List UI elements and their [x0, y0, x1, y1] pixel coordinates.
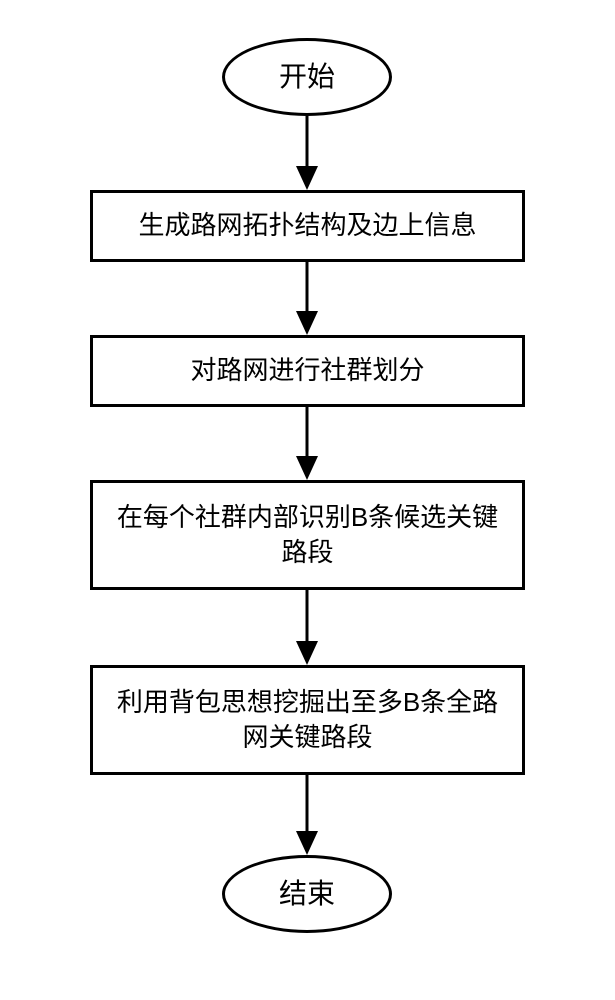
arrow-3 — [292, 590, 322, 665]
arrow-0 — [292, 116, 322, 190]
node-end-label: 结束 — [279, 875, 335, 913]
node-start-label: 开始 — [279, 58, 335, 96]
node-step1-label: 生成路网拓扑结构及边上信息 — [138, 208, 476, 243]
arrow-4 — [292, 775, 322, 855]
flowchart-canvas: 开始生成路网拓扑结构及边上信息对路网进行社群划分在每个社群内部识别B条候选关键 … — [0, 0, 615, 1000]
node-step2-label: 对路网进行社群划分 — [190, 353, 424, 388]
node-step4-label: 利用背包思想挖掘出至多B条全路 网关键路段 — [117, 685, 498, 755]
node-end: 结束 — [222, 855, 392, 933]
node-step2: 对路网进行社群划分 — [90, 335, 525, 407]
arrow-2 — [292, 407, 322, 480]
node-step4: 利用背包思想挖掘出至多B条全路 网关键路段 — [90, 665, 525, 775]
node-step3-label: 在每个社群内部识别B条候选关键 路段 — [117, 500, 498, 570]
node-start: 开始 — [222, 38, 392, 116]
node-step3: 在每个社群内部识别B条候选关键 路段 — [90, 480, 525, 590]
arrow-1 — [292, 262, 322, 335]
node-step1: 生成路网拓扑结构及边上信息 — [90, 190, 525, 262]
